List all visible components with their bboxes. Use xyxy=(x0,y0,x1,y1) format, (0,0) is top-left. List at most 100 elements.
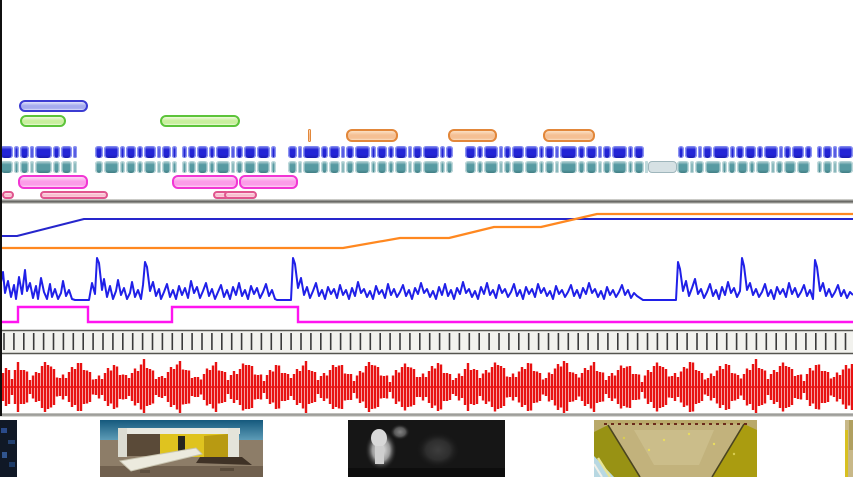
track-blue-dense-segment[interactable] xyxy=(745,146,756,158)
track-teal-dense-segment[interactable] xyxy=(539,161,544,173)
track-teal-dense-segment[interactable] xyxy=(833,161,837,173)
track-blue-dense-segment[interactable] xyxy=(137,146,143,158)
track-orange-events-segment[interactable] xyxy=(543,129,595,142)
track-teal-dense-segment[interactable] xyxy=(395,161,407,173)
track-teal-dense-segment[interactable] xyxy=(288,161,297,173)
track-blue-dense-segment[interactable] xyxy=(784,146,791,158)
track-teal-dense-segment[interactable] xyxy=(823,161,832,173)
track-teal-dense-segment[interactable] xyxy=(512,161,524,173)
playhead-cursor[interactable] xyxy=(0,0,2,416)
track-blue-dense-segment[interactable] xyxy=(14,146,19,158)
track-pink-small-segment[interactable] xyxy=(2,191,14,199)
track-blue-dense-segment[interactable] xyxy=(53,146,60,158)
track-blue-dense-segment[interactable] xyxy=(413,146,422,158)
track-teal-dense-segment[interactable] xyxy=(634,161,644,173)
track-teal-dense-segment[interactable] xyxy=(271,161,276,173)
track-blue-dense-segment[interactable] xyxy=(730,146,735,158)
track-teal-dense-segment[interactable] xyxy=(236,161,243,173)
track-teal-dense-segment[interactable] xyxy=(598,161,602,173)
track-teal-dense-segment[interactable] xyxy=(756,161,770,173)
track-blue-dense-segment[interactable] xyxy=(504,146,511,158)
track-teal-dense-segment[interactable] xyxy=(465,161,476,173)
video-thumbnail-1[interactable] xyxy=(100,420,263,477)
track-teal-dense-segment[interactable] xyxy=(695,161,704,173)
track-blue-dense-segment[interactable] xyxy=(182,146,187,158)
track-blue-dense-segment[interactable] xyxy=(257,146,270,158)
track-teal-dense-segment[interactable] xyxy=(545,161,554,173)
track-blue-dense-segment[interactable] xyxy=(377,146,387,158)
track-teal-dense-segment[interactable] xyxy=(216,161,230,173)
track-blue-dense-segment[interactable] xyxy=(303,146,320,158)
track-blue-dense-segment[interactable] xyxy=(144,146,156,158)
track-teal-dense-segment[interactable] xyxy=(440,161,445,173)
track-blue-dense-segment[interactable] xyxy=(209,146,215,158)
track-teal-dense-segment[interactable] xyxy=(303,161,320,173)
track-teal-dense-segment[interactable] xyxy=(104,161,119,173)
track-teal-dense-segment[interactable] xyxy=(578,161,585,173)
track-blue-dense-segment[interactable] xyxy=(355,146,370,158)
track-blue-dense-segment[interactable] xyxy=(0,146,13,158)
track-blue-dense-segment[interactable] xyxy=(231,146,235,158)
track-blue-dense-segment[interactable] xyxy=(555,146,559,158)
track-teal-dense-segment[interactable] xyxy=(603,161,611,173)
track-purple-phase-segment[interactable] xyxy=(19,100,88,112)
track-pink-large-segment[interactable] xyxy=(172,175,238,189)
track-blue-dense-segment[interactable] xyxy=(817,146,822,158)
video-thumbnail-3[interactable] xyxy=(594,420,757,477)
track-blue-dense-segment[interactable] xyxy=(61,146,72,158)
track-blue-dense-segment[interactable] xyxy=(545,146,554,158)
track-teal-dense-segment[interactable] xyxy=(525,161,538,173)
track-teal-dense-segment[interactable] xyxy=(705,161,721,173)
track-teal-dense-segment[interactable] xyxy=(329,161,340,173)
track-teal-dense-segment[interactable] xyxy=(371,161,376,173)
track-teal-dense-segment[interactable] xyxy=(209,161,215,173)
track-teal-dense-segment[interactable] xyxy=(677,161,689,173)
track-teal-dense-segment[interactable] xyxy=(838,161,853,173)
track-teal-dense-segment[interactable] xyxy=(157,161,161,173)
track-blue-dense-segment[interactable] xyxy=(157,146,161,158)
audio-waveform[interactable] xyxy=(0,359,853,415)
track-blue-dense-segment[interactable] xyxy=(757,146,763,158)
track-teal-dense-segment[interactable] xyxy=(61,161,72,173)
track-blue-dense-segment[interactable] xyxy=(73,146,77,158)
track-blue-dense-segment[interactable] xyxy=(162,146,171,158)
track-teal-dense-segment[interactable] xyxy=(749,161,755,173)
track-teal-dense-segment[interactable] xyxy=(771,161,775,173)
timeline-ruler[interactable] xyxy=(0,329,853,355)
track-blue-dense-segment[interactable] xyxy=(236,146,243,158)
track-blue-dense-segment[interactable] xyxy=(341,146,345,158)
track-teal-dense-segment[interactable] xyxy=(14,161,19,173)
track-teal-dense-segment[interactable] xyxy=(408,161,412,173)
track-teal-dense-segment[interactable] xyxy=(737,161,748,173)
track-blue-dense-segment[interactable] xyxy=(628,146,633,158)
track-blue-dense-segment[interactable] xyxy=(525,146,538,158)
track-blue-dense-segment[interactable] xyxy=(678,146,684,158)
track-teal-dense-segment[interactable] xyxy=(388,161,394,173)
track-blue-dense-segment[interactable] xyxy=(764,146,778,158)
track-teal-dense-segment[interactable] xyxy=(499,161,503,173)
track-teal-dense-segment[interactable] xyxy=(355,161,370,173)
track-blue-dense-segment[interactable] xyxy=(271,146,276,158)
track-blue-dense-segment[interactable] xyxy=(197,146,208,158)
track-teal-dense-segment[interactable] xyxy=(377,161,387,173)
track-blue-dense-segment[interactable] xyxy=(713,146,729,158)
track-teal-dense-segment[interactable] xyxy=(341,161,345,173)
track-blue-dense-segment[interactable] xyxy=(612,146,627,158)
track-blue-dense-segment[interactable] xyxy=(95,146,103,158)
track-teal-dense-segment[interactable] xyxy=(0,161,13,173)
track-blue-dense-segment[interactable] xyxy=(288,146,297,158)
track-teal-dense-segment[interactable] xyxy=(298,161,302,173)
track-teal-dense-segment[interactable] xyxy=(120,161,125,173)
track-teal-dense-segment[interactable] xyxy=(144,161,156,173)
track-blue-dense-segment[interactable] xyxy=(408,146,412,158)
track-pink-large-segment[interactable] xyxy=(239,175,298,189)
track-blue-dense-segment[interactable] xyxy=(603,146,611,158)
track-teal-dense-segment[interactable] xyxy=(126,161,136,173)
track-teal-dense-segment[interactable] xyxy=(35,161,52,173)
track-blue-dense-segment[interactable] xyxy=(346,146,354,158)
track-teal-dense-segment[interactable] xyxy=(560,161,577,173)
track-teal-dense-segment[interactable] xyxy=(172,161,177,173)
track-blue-dense-segment[interactable] xyxy=(216,146,230,158)
track-teal-dense-segment[interactable] xyxy=(137,161,143,173)
track-teal-dense-segment[interactable] xyxy=(413,161,422,173)
